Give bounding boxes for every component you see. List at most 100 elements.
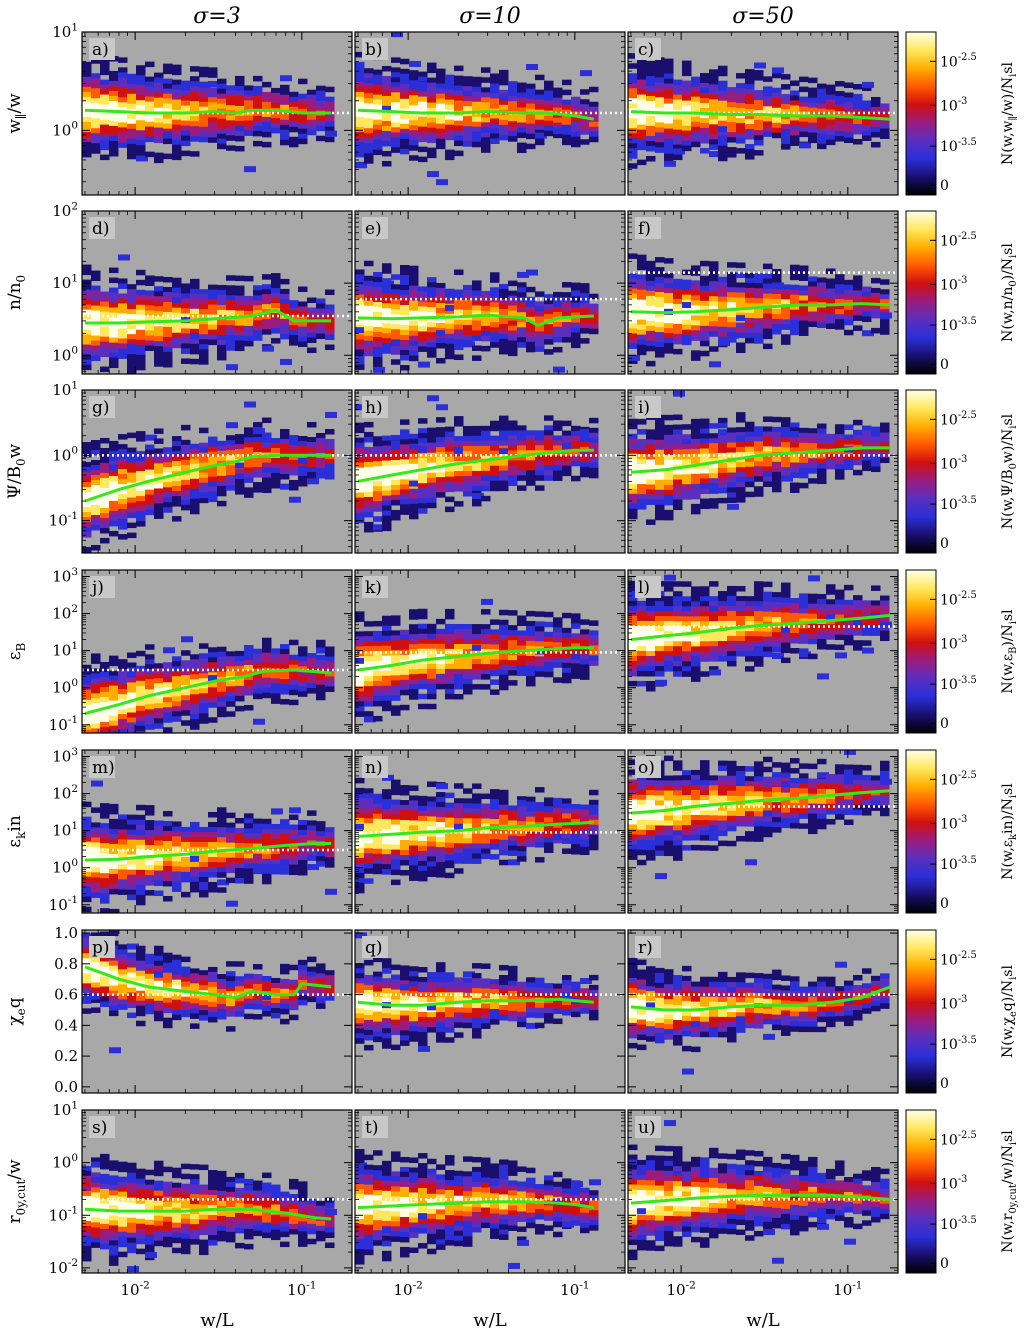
density-cell bbox=[418, 653, 428, 660]
density-cell bbox=[118, 303, 128, 309]
density-cell bbox=[373, 79, 383, 86]
density-cell bbox=[436, 322, 446, 329]
density-cell bbox=[718, 115, 728, 122]
density-cell bbox=[700, 340, 710, 347]
density-cell bbox=[208, 456, 218, 463]
density-cell bbox=[790, 329, 800, 336]
density-cell bbox=[646, 60, 656, 67]
density-cell bbox=[853, 285, 863, 291]
density-cell bbox=[127, 354, 137, 360]
density-cell bbox=[271, 688, 281, 694]
density-cell bbox=[427, 457, 437, 464]
density-cell bbox=[637, 319, 647, 326]
outlier-cell bbox=[382, 280, 394, 287]
density-cell bbox=[790, 264, 800, 271]
density-cell bbox=[862, 465, 872, 472]
density-cell bbox=[508, 340, 518, 347]
density-cell bbox=[391, 474, 401, 481]
density-cell bbox=[790, 472, 800, 478]
density-cell bbox=[271, 122, 281, 129]
density-cell bbox=[163, 326, 173, 333]
density-cell bbox=[781, 289, 791, 295]
density-cell bbox=[235, 484, 245, 490]
density-cell bbox=[127, 123, 137, 130]
density-cell bbox=[664, 434, 674, 441]
density-cell bbox=[409, 80, 419, 86]
density-cell bbox=[673, 504, 683, 511]
density-cell bbox=[280, 679, 290, 685]
density-cell bbox=[355, 427, 365, 434]
density-cell bbox=[217, 696, 227, 703]
density-cell bbox=[199, 673, 209, 679]
density-cell bbox=[709, 503, 719, 509]
density-cell bbox=[409, 130, 419, 136]
density-cell bbox=[163, 113, 173, 120]
outlier-cell bbox=[862, 330, 874, 337]
density-cell bbox=[817, 478, 827, 485]
density-cell bbox=[136, 501, 146, 507]
density-cell bbox=[163, 103, 173, 110]
density-cell bbox=[181, 80, 191, 87]
density-cell bbox=[655, 77, 665, 83]
density-cell bbox=[427, 132, 437, 139]
density-cell bbox=[727, 282, 737, 288]
density-cell bbox=[754, 456, 764, 462]
density-cell bbox=[571, 96, 581, 103]
density-cell bbox=[91, 113, 101, 119]
density-cell bbox=[109, 140, 119, 147]
density-cell bbox=[163, 93, 173, 100]
density-cell bbox=[109, 292, 119, 299]
density-cell bbox=[571, 282, 581, 289]
density-cell bbox=[244, 100, 254, 106]
density-cell bbox=[307, 307, 317, 314]
density-cell bbox=[517, 147, 527, 154]
density-cell bbox=[736, 123, 746, 129]
density-cell bbox=[391, 334, 401, 340]
density-cell bbox=[262, 477, 272, 484]
density-cell bbox=[808, 463, 818, 469]
density-cell bbox=[82, 719, 92, 726]
density-cell bbox=[127, 304, 137, 310]
density-cell bbox=[526, 341, 536, 348]
density-cell bbox=[172, 456, 182, 462]
density-cell bbox=[400, 143, 410, 150]
density-cell bbox=[664, 454, 674, 461]
density-cell bbox=[235, 489, 245, 495]
density-cell bbox=[664, 128, 674, 135]
density-cell bbox=[109, 445, 119, 452]
density-cell bbox=[109, 715, 119, 722]
density-cell bbox=[226, 340, 236, 346]
density-cell bbox=[373, 341, 383, 348]
density-cell bbox=[136, 496, 146, 502]
density-cell bbox=[817, 108, 827, 115]
density-cell bbox=[472, 315, 482, 321]
density-cell bbox=[136, 710, 146, 717]
density-cell bbox=[691, 131, 701, 138]
density-cell bbox=[289, 679, 299, 686]
density-cell bbox=[373, 336, 383, 343]
density-cell bbox=[154, 503, 164, 509]
density-cell bbox=[409, 100, 419, 106]
density-cell bbox=[790, 115, 800, 121]
density-cell bbox=[418, 86, 428, 93]
density-cell bbox=[100, 717, 110, 723]
density-cell bbox=[118, 82, 128, 88]
density-cell bbox=[244, 680, 254, 686]
density-cell bbox=[481, 475, 491, 482]
density-cell bbox=[82, 447, 92, 453]
density-cell bbox=[637, 489, 647, 495]
density-cell bbox=[427, 482, 437, 489]
density-cell bbox=[100, 154, 110, 161]
density-cell bbox=[100, 462, 110, 469]
density-cell bbox=[163, 331, 173, 338]
density-cell bbox=[127, 462, 137, 469]
density-cell bbox=[535, 119, 545, 126]
density-cell bbox=[772, 72, 782, 79]
density-cell bbox=[553, 460, 563, 466]
density-cell bbox=[754, 120, 764, 126]
density-cell bbox=[226, 696, 236, 702]
density-cell bbox=[763, 333, 773, 340]
density-cell bbox=[325, 464, 335, 470]
density-cell bbox=[664, 278, 674, 284]
density-cell bbox=[100, 79, 110, 86]
